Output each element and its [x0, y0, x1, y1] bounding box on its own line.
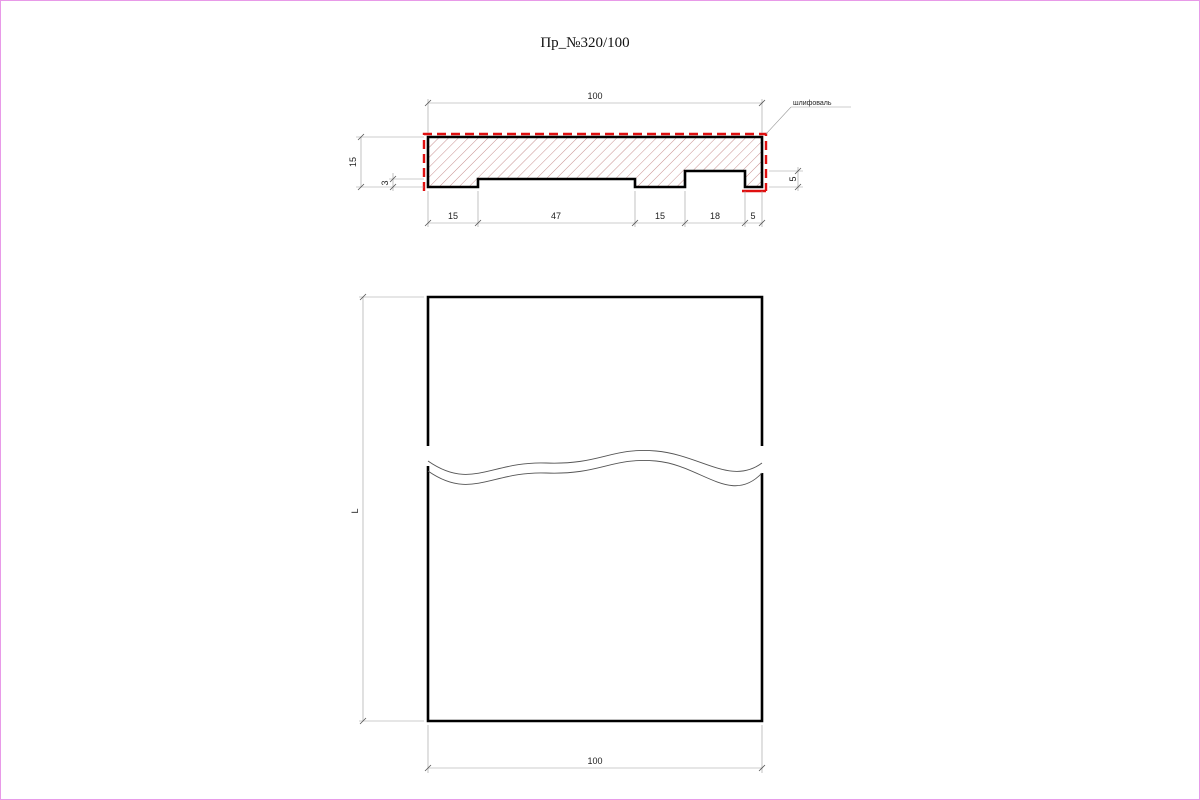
dim-height: 15 — [348, 133, 424, 191]
dim-bottom-4: 18 — [710, 211, 720, 221]
dim-elevation-width-label: 100 — [587, 756, 602, 766]
dim-groove-left-label: 3 — [380, 180, 390, 185]
dim-length: L — [350, 293, 424, 725]
dim-bottom-3: 15 — [655, 211, 665, 221]
dim-overall-width-label: 100 — [587, 91, 602, 101]
dim-overall-width: 100 — [424, 91, 766, 133]
elevation-view — [426, 295, 764, 723]
dim-bottom-2: 47 — [551, 211, 561, 221]
dim-groove-right: 5 — [769, 167, 803, 191]
dim-bottom-5: 5 — [750, 211, 755, 221]
profile-section — [422, 132, 768, 193]
sanding-leader: шлифоваль — [765, 100, 851, 135]
section-hatch — [428, 137, 762, 187]
dim-groove-left: 3 — [380, 173, 424, 191]
break-line-top — [427, 449, 763, 475]
dim-height-label: 15 — [348, 157, 358, 167]
break-line-bottom — [427, 459, 763, 487]
elevation-upper — [426, 295, 764, 446]
drawing-title: Пр_№320/100 — [540, 35, 629, 51]
dim-elevation-width: 100 — [424, 725, 766, 773]
dim-bottom-chain: 15 47 15 18 5 — [424, 191, 766, 227]
dim-length-label: L — [350, 508, 360, 513]
sanding-line — [422, 132, 768, 191]
sanding-note: шлифоваль — [793, 100, 832, 107]
dim-groove-right-label: 5 — [788, 176, 798, 181]
section-outline — [426, 135, 764, 189]
dim-bottom-1: 15 — [448, 211, 458, 221]
elevation-lower — [426, 466, 764, 723]
